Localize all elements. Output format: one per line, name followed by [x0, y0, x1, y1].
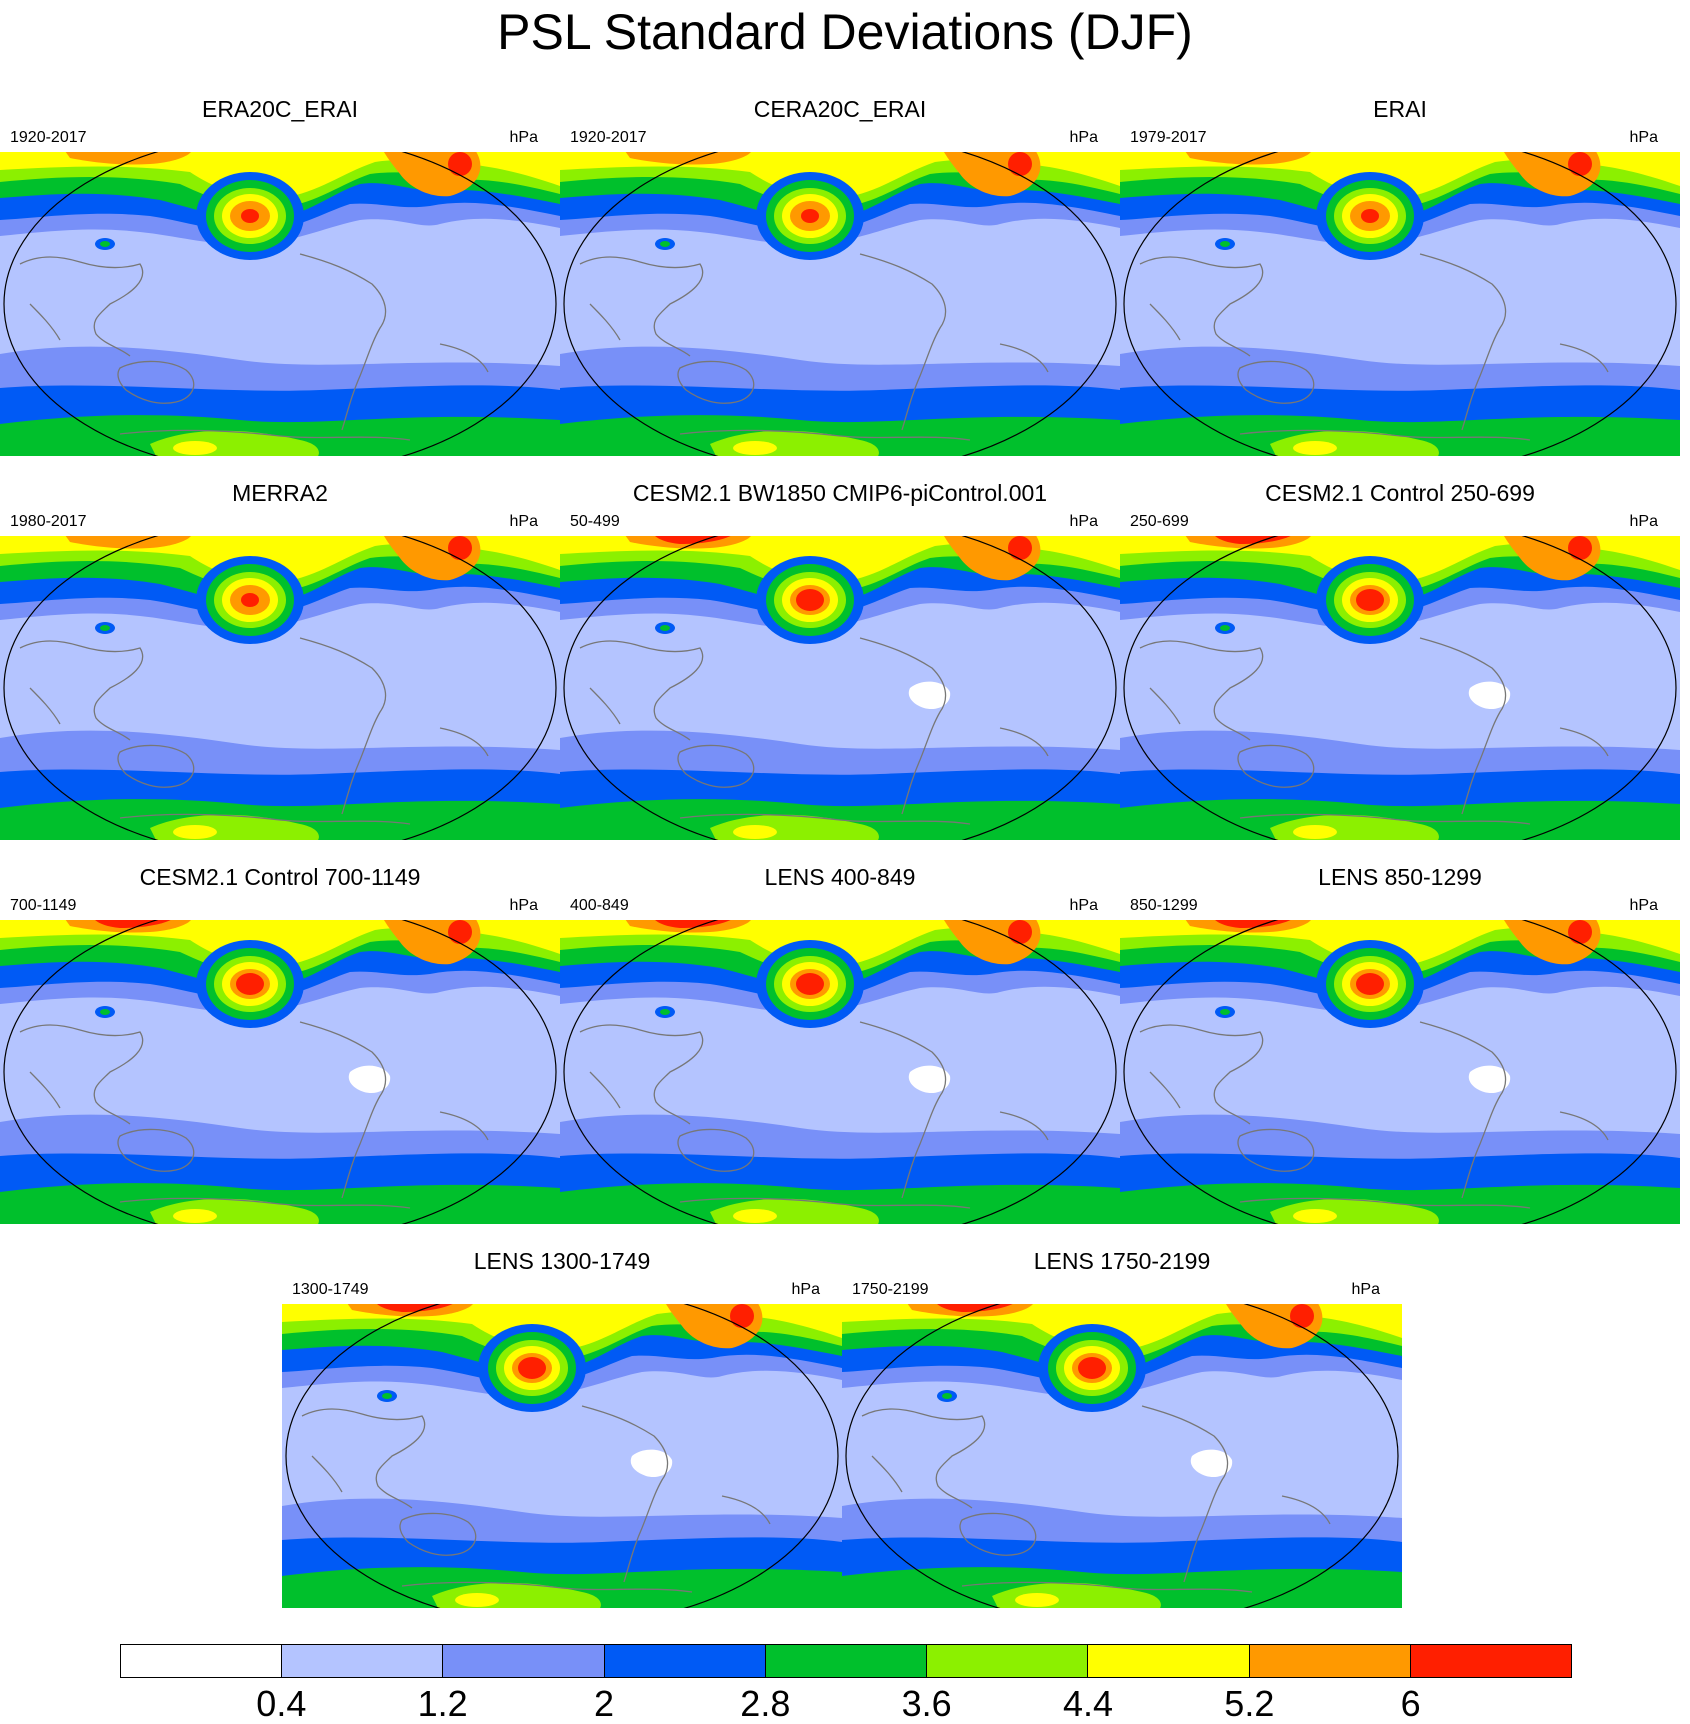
psl-stddev-map — [1120, 152, 1680, 456]
panel-title: CESM2.1 BW1850 CMIP6-piControl.001 — [632, 480, 1048, 506]
colorbar-box — [604, 1645, 766, 1677]
panel-units: hPa — [1629, 129, 1658, 146]
colorbar-level-label: 6 — [1400, 1683, 1421, 1724]
colorbar-box — [1410, 1645, 1571, 1677]
panel-units: hPa — [1629, 513, 1658, 530]
colorbar-boxes — [120, 1644, 1572, 1678]
panel-units: hPa — [509, 513, 538, 530]
panel-title: LENS 1750-2199 — [1033, 1248, 1211, 1274]
panel-units: hPa — [1069, 129, 1098, 146]
panel-units: hPa — [1069, 897, 1098, 914]
panel-units: hPa — [509, 129, 538, 146]
map-panel: CESM2.1 BW1850 CMIP6-piControl.001 50-499… — [560, 480, 1120, 850]
figure-title: PSL Standard Deviations (DJF) — [497, 4, 1193, 60]
colorbar-level-label: 4.4 — [1062, 1683, 1114, 1724]
psl-stddev-map — [0, 152, 560, 456]
panel-period: 400-849 — [570, 897, 629, 914]
psl-stddev-map — [560, 152, 1120, 456]
panel-period: 850-1299 — [1130, 897, 1198, 914]
colorbar-box — [282, 1645, 444, 1677]
colorbar-box — [927, 1645, 1089, 1677]
panel-units: hPa — [509, 897, 538, 914]
panel-title: CESM2.1 Control 700-1149 — [139, 864, 421, 890]
map-panel: CESM2.1 Control 250-699 250-699 hPa — [1120, 480, 1680, 850]
psl-stddev-map — [0, 920, 560, 1224]
colorbar-level-label: 0.4 — [256, 1683, 307, 1724]
panel-period: 250-699 — [1130, 513, 1189, 530]
psl-stddev-map — [1120, 536, 1680, 840]
panel-title: ERAI — [1373, 96, 1427, 122]
map-panel: LENS 850-1299 850-1299 hPa — [1120, 864, 1680, 1234]
psl-stddev-map — [560, 920, 1120, 1224]
panel-period: 1920-2017 — [10, 129, 87, 146]
panel-period: 700-1149 — [10, 897, 77, 914]
map-panel: LENS 1300-1749 1300-1749 hPa — [282, 1248, 842, 1618]
map-panel: CERA20C_ERAI 1920-2017 hPa — [560, 96, 1120, 466]
colorbar-box — [765, 1645, 928, 1677]
colorbar-level-label: 5.2 — [1224, 1683, 1275, 1724]
map-panel: ERAI 1979-2017 hPa — [1120, 96, 1680, 466]
panel-units: hPa — [1351, 1281, 1380, 1298]
panel-period: 1300-1749 — [292, 1281, 369, 1298]
panel-title: LENS 1300-1749 — [473, 1248, 651, 1274]
colorbar-level-label: 2.8 — [740, 1683, 791, 1724]
panel-period: 1920-2017 — [570, 129, 647, 146]
map-panel: MERRA2 1980-2017 hPa — [0, 480, 560, 850]
map-panel: LENS 1750-2199 1750-2199 hPa — [842, 1248, 1402, 1618]
panel-title: CESM2.1 Control 250-699 — [1265, 480, 1535, 506]
colorbar-level-label: 2 — [593, 1683, 615, 1724]
panel-title: LENS 850-1299 — [1318, 864, 1482, 890]
panel-title: MERRA2 — [232, 480, 328, 506]
panel-title: ERA20C_ERAI — [202, 96, 358, 122]
psl-stddev-map — [282, 1304, 842, 1608]
colorbar-box — [443, 1645, 605, 1677]
map-panel: CESM2.1 Control 700-1149 700-1149 hPa — [0, 864, 560, 1234]
panel-units: hPa — [1629, 897, 1658, 914]
panel-units: hPa — [1069, 513, 1098, 530]
psl-stddev-map — [1120, 920, 1680, 1224]
panel-units: hPa — [791, 1281, 820, 1298]
psl-stddev-map — [0, 536, 560, 840]
colorbar-box — [1088, 1645, 1250, 1677]
colorbar-level-label: 3.6 — [901, 1683, 952, 1724]
panel-title: LENS 400-849 — [764, 864, 916, 890]
map-panel: LENS 400-849 400-849 hPa — [560, 864, 1120, 1234]
panel-period: 50-499 — [570, 513, 620, 530]
panel-period: 1979-2017 — [1130, 129, 1207, 146]
panel-period: 1980-2017 — [10, 513, 87, 530]
colorbar-box — [1249, 1645, 1411, 1677]
colorbar: 0.4 1.2 2 2.8 3.6 4.4 5.2 6 — [120, 1644, 1572, 1724]
panel-title: CERA20C_ERAI — [753, 96, 927, 122]
colorbar-box — [121, 1645, 283, 1677]
map-panel: ERA20C_ERAI 1920-2017 hPa — [0, 96, 560, 466]
panel-period: 1750-2199 — [852, 1281, 929, 1298]
psl-stddev-map — [842, 1304, 1402, 1608]
psl-stddev-map — [560, 536, 1120, 840]
colorbar-level-label: 1.2 — [417, 1683, 468, 1724]
